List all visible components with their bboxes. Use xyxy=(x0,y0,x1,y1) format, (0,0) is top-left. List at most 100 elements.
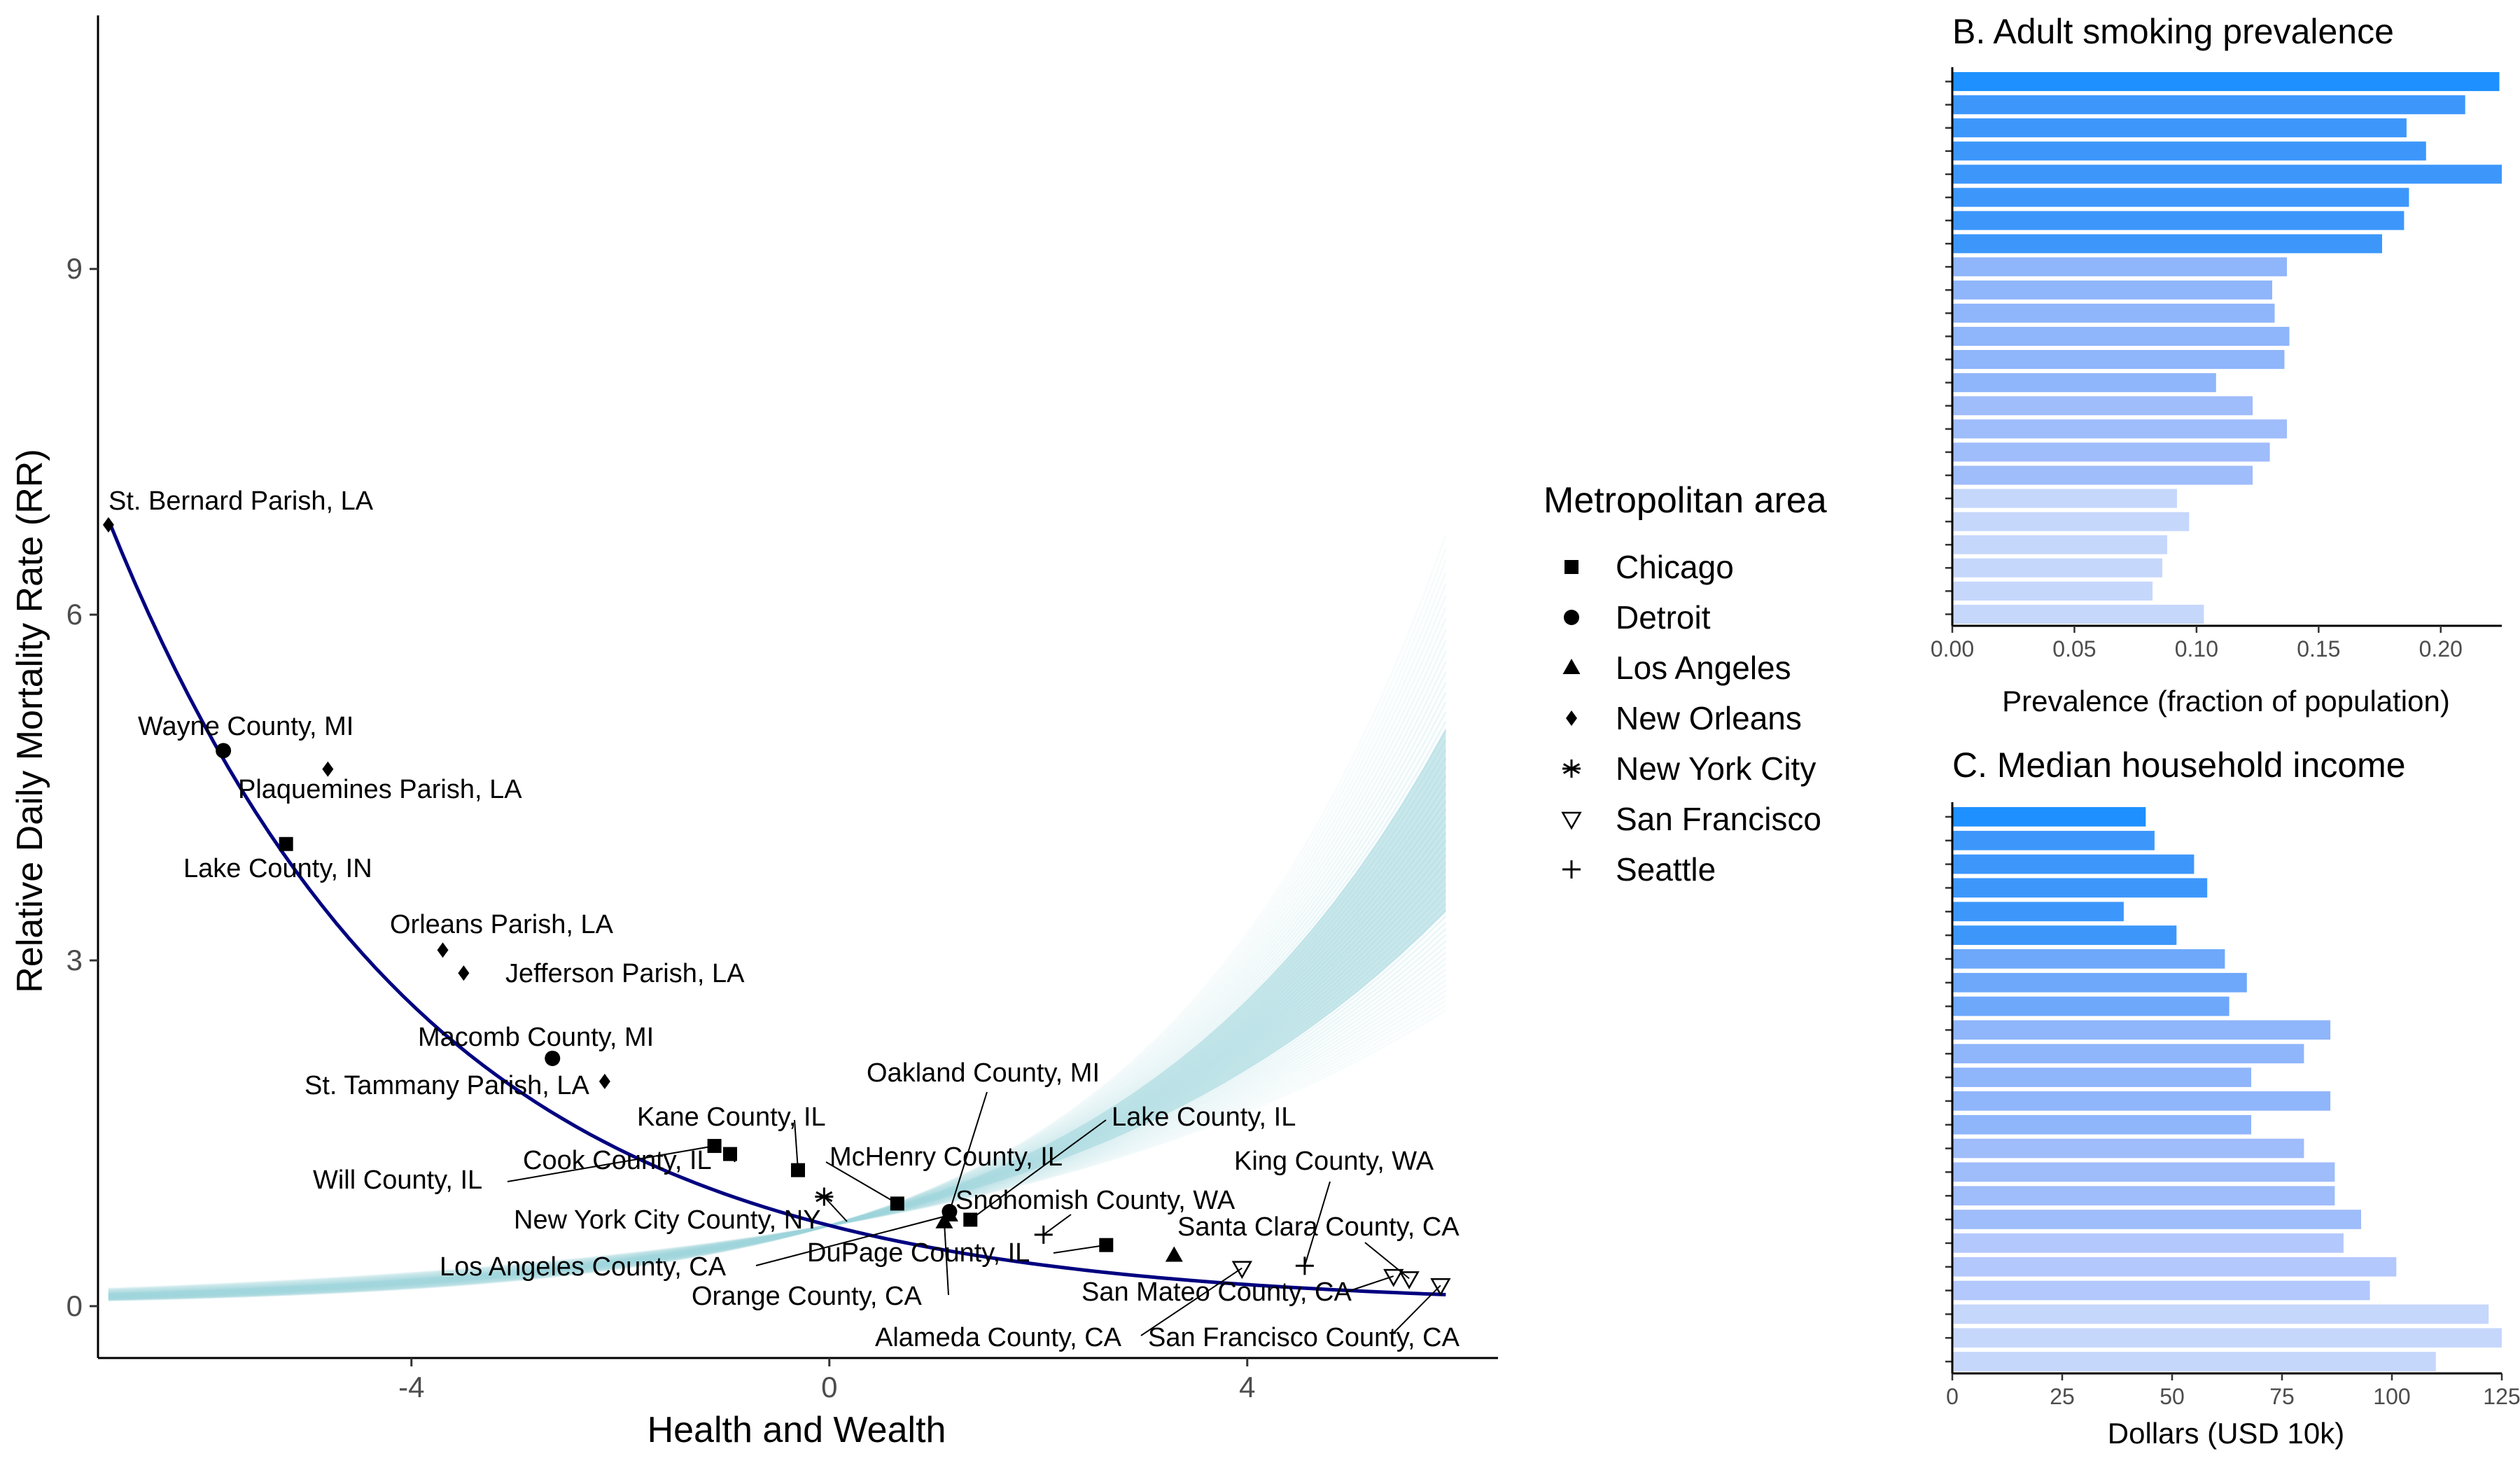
bar-9 xyxy=(1952,257,2287,276)
point-label-lake-county-in: Lake County, IN xyxy=(183,854,372,883)
point-lake-county-in xyxy=(279,836,293,851)
bar-2 xyxy=(1952,830,2155,850)
point-macomb-county-mi xyxy=(545,1050,561,1066)
panel-c-x-axis-label: Dollars (USD 10k) xyxy=(2108,1417,2344,1450)
x-tick-label: 0 xyxy=(1946,1384,1959,1409)
bar-18 xyxy=(1952,465,2253,485)
bar-6 xyxy=(1952,188,2409,207)
x-tick-label: 0 xyxy=(821,1371,837,1404)
panel-a-axes: 0 3 6 9 -4 0 4 xyxy=(66,15,1498,1404)
leader-kane-county-il xyxy=(794,1119,799,1170)
bar-8 xyxy=(1952,234,2382,253)
panel-b-x-axis-label: Prevalence (fraction of population) xyxy=(2002,685,2450,718)
band-line xyxy=(108,606,1447,1301)
bar-8 xyxy=(1952,972,2247,993)
data-points xyxy=(102,517,1451,1296)
bar-18 xyxy=(1952,1210,2361,1229)
leader-san-francisco-county-ca xyxy=(1392,1284,1441,1334)
point-labels: St. Bernard Parish, LA Wayne County, MI Pl… xyxy=(108,486,1460,1352)
panel-c-bars xyxy=(1952,807,2502,1371)
band-line xyxy=(108,939,1447,1294)
band-line xyxy=(108,934,1447,1294)
legend-key-new-orleans xyxy=(1566,710,1577,726)
point-san-francisco-county-ca xyxy=(1430,1278,1451,1296)
band-line xyxy=(108,1004,1447,1290)
legend-label-new-york-city: New York City xyxy=(1616,750,1816,787)
bar-24 xyxy=(1952,604,2204,624)
point-label-cook-county-il: Cook County, IL xyxy=(523,1146,712,1175)
leader-alameda-county-ca xyxy=(1140,1267,1242,1336)
leader-king-county-wa xyxy=(1303,1181,1331,1266)
band-line xyxy=(108,968,1447,1292)
band-line xyxy=(108,583,1447,1301)
panel-b-bars xyxy=(1952,72,2502,624)
bar-3 xyxy=(1952,854,2194,874)
point-label-new-york-city-county-ny: New York City County, NY xyxy=(514,1205,821,1235)
band-line xyxy=(108,547,1447,1301)
bar-5 xyxy=(1952,902,2124,922)
point-st-tammany-parish-la xyxy=(598,1073,610,1089)
point-label-los-angeles-county-ca: Los Angeles County, CA xyxy=(440,1252,727,1282)
panel-c-bar: C. Median household income 0 25 50 75 100 125… xyxy=(1945,746,2520,1450)
bar-12 xyxy=(1952,326,2290,346)
bar-11 xyxy=(1952,1044,2304,1064)
point-label-king-county-wa: King County, WA xyxy=(1234,1147,1434,1176)
bar-3 xyxy=(1952,118,2407,138)
leader-snohomish-county-wa xyxy=(1043,1214,1072,1236)
x-tick-label: 0.10 xyxy=(2175,636,2218,662)
point-label-mchenry-county-il: McHenry County, IL xyxy=(830,1142,1063,1172)
legend-label-detroit: Detroit xyxy=(1616,599,1711,636)
bar-7 xyxy=(1952,949,2225,969)
band-line xyxy=(108,629,1447,1301)
bar-20 xyxy=(1952,512,2190,531)
bar-10 xyxy=(1952,1020,2331,1040)
y-tick-label: 9 xyxy=(66,252,83,285)
bar-10 xyxy=(1952,280,2272,300)
band-line xyxy=(108,1009,1447,1290)
band-line xyxy=(108,951,1447,1293)
point-label-santa-clara-county-ca: Santa Clara County, CA xyxy=(1177,1212,1460,1242)
bar-16 xyxy=(1952,1162,2335,1182)
x-tick-label: 0.00 xyxy=(1931,636,1974,662)
bar-21 xyxy=(1952,1280,2370,1301)
point-orange-county-ca xyxy=(935,1212,953,1228)
legend-key-detroit xyxy=(1564,610,1579,625)
band-line xyxy=(108,984,1447,1292)
legend-key-seattle xyxy=(1562,860,1581,878)
band-line xyxy=(108,617,1447,1301)
leader-san-mateo-county-ca xyxy=(1347,1275,1394,1292)
point-label-st-tammany-parish-la: St. Tammany Parish, LA xyxy=(304,1071,590,1100)
point-label-orange-county-ca: Orange County, CA xyxy=(692,1282,922,1311)
band-line xyxy=(108,661,1447,1301)
band-line xyxy=(108,989,1447,1291)
point-plaquemines-parish-la xyxy=(322,761,334,777)
x-tick-label: 125 xyxy=(2483,1384,2520,1409)
bar-4 xyxy=(1952,141,2426,161)
legend-label-chicago: Chicago xyxy=(1616,549,1734,585)
band-line xyxy=(108,974,1447,1292)
legend-label-san-francisco: San Francisco xyxy=(1616,801,1821,837)
band-line xyxy=(108,1000,1447,1291)
band-line xyxy=(108,701,1447,1300)
leader-lake-county-il xyxy=(969,1119,1107,1221)
band-line xyxy=(108,681,1447,1300)
band-line xyxy=(108,921,1447,1294)
x-tick-label: 100 xyxy=(2373,1384,2410,1409)
bar-5 xyxy=(1952,164,2502,184)
band-line xyxy=(108,572,1447,1301)
bar-21 xyxy=(1952,535,2167,554)
point-label-jefferson-parish-la: Jefferson Parish, LA xyxy=(505,959,745,988)
x-tick-label: 0.05 xyxy=(2052,636,2096,662)
point-label-macomb-county-mi: Macomb County, MI xyxy=(418,1023,654,1052)
point-label-snohomish-county-wa: Snohomish County, WA xyxy=(955,1186,1236,1215)
bar-23 xyxy=(1952,581,2153,601)
point-label-oakland-county-mi: Oakland County, MI xyxy=(867,1058,1100,1088)
point-orleans-parish-la xyxy=(437,942,449,958)
bar-2 xyxy=(1952,95,2465,115)
leader-mchenry-county-il xyxy=(825,1161,898,1205)
bar-13 xyxy=(1952,350,2285,370)
point-label-orleans-parish-la: Orleans Parish, LA xyxy=(390,910,614,939)
bar-17 xyxy=(1952,442,2270,462)
bar-20 xyxy=(1952,1256,2397,1277)
legend-key-los-angeles xyxy=(1562,659,1581,674)
